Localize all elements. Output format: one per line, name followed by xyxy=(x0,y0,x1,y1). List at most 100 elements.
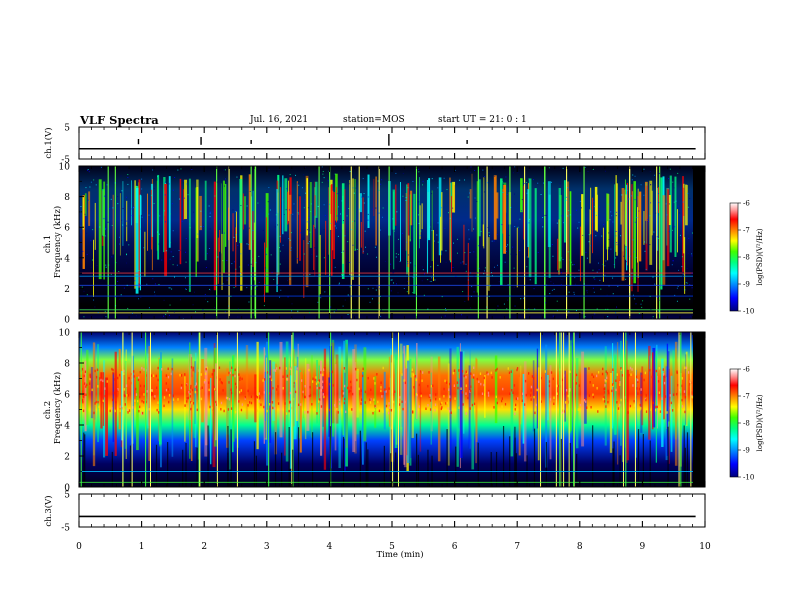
ch2-speckle xyxy=(86,383,88,387)
ch2-speckle xyxy=(486,371,488,374)
ch1-burst xyxy=(88,191,91,226)
ch2-burst xyxy=(390,362,393,430)
ch1-speckle xyxy=(513,286,515,288)
ch2-speckle xyxy=(640,393,642,397)
ch2-speckle xyxy=(146,390,148,393)
ch1-speckle xyxy=(505,250,507,252)
ch1-speckle xyxy=(376,279,378,281)
ch2-speckle xyxy=(192,401,195,405)
ch1-speckle xyxy=(344,299,346,301)
ch2-speckle xyxy=(98,405,100,409)
ch2-speckle xyxy=(124,394,126,398)
ch1-speckle xyxy=(634,221,636,223)
ch1-speckle xyxy=(119,298,121,300)
ch2-burst xyxy=(447,363,450,466)
ch1-speckle xyxy=(286,188,288,190)
ch1-speckle xyxy=(87,199,89,201)
ch2-speckle xyxy=(168,400,170,404)
ch2-speckle xyxy=(672,393,675,396)
ch2-speckle xyxy=(655,369,658,373)
ch1-speckle xyxy=(184,287,186,289)
ch1-burst-peak xyxy=(279,187,281,243)
ch1-speckle xyxy=(391,279,393,281)
ch2-speckle xyxy=(220,401,223,405)
ch2-speckle xyxy=(334,404,336,407)
ch2-speckle xyxy=(684,395,687,399)
ch1-burst xyxy=(328,187,330,255)
ch2-burst xyxy=(299,372,302,453)
ch2-burst xyxy=(226,368,229,448)
ch2-speckle xyxy=(499,376,501,379)
ch1-speckle xyxy=(390,279,392,281)
ch1-speckle xyxy=(185,244,187,246)
ch2-burst xyxy=(285,341,289,462)
ch1-speckle xyxy=(533,288,535,290)
ch1-burst-peak xyxy=(408,235,410,295)
ch2-speckle xyxy=(440,407,442,411)
ch2-speckle xyxy=(387,411,390,415)
ch1-speckle xyxy=(382,207,384,209)
ch2-burst xyxy=(410,377,412,459)
ch1-speckle xyxy=(139,284,141,286)
ch1-speckle xyxy=(523,183,525,185)
ch2-speckle xyxy=(180,374,183,377)
ch1-speckle xyxy=(194,311,196,313)
ch1-speckle xyxy=(338,283,340,285)
x-tick-label: 6 xyxy=(452,542,458,552)
ch1-speckle xyxy=(483,273,485,275)
ch2-speckle xyxy=(373,377,375,380)
ch2-speckle xyxy=(556,384,558,388)
ch1-speckle xyxy=(545,215,547,217)
ch2-speckle xyxy=(165,382,167,385)
ch1-speckle xyxy=(310,203,312,205)
ch1-speckle xyxy=(355,187,357,189)
ch1-speckle xyxy=(232,209,234,211)
ch1-speckle xyxy=(264,205,266,207)
ch2-speckle xyxy=(234,374,236,378)
ch1-speckle xyxy=(105,235,107,237)
ch2-speckle xyxy=(137,399,139,403)
ch2-speckle xyxy=(234,382,237,386)
ch2-speckle xyxy=(569,388,571,391)
ch2-speckle xyxy=(441,406,443,409)
ch2-speckle xyxy=(345,410,347,414)
ch1-burst xyxy=(476,181,478,293)
ch1-speckle xyxy=(297,183,299,185)
ch1-speckle xyxy=(455,316,457,318)
ch2-speckle xyxy=(99,377,101,380)
ch2-speckle xyxy=(84,382,86,385)
ch2-burst xyxy=(549,365,552,460)
ch1-speckle xyxy=(444,315,446,317)
ch2-speckle xyxy=(478,380,480,383)
ch1-speckle xyxy=(594,278,596,280)
ch1-speckle xyxy=(392,218,394,220)
ch1-speckle xyxy=(247,264,249,266)
ch2-burst xyxy=(685,351,688,426)
ch2-speckle xyxy=(351,408,353,411)
ch2-speckle xyxy=(631,368,633,371)
ch1-speckle xyxy=(168,314,170,316)
ch1-speckle xyxy=(126,284,128,286)
ch1-burst-peak xyxy=(657,187,659,213)
ch1-speckle xyxy=(158,243,160,245)
ch2-burst xyxy=(616,342,619,465)
ch2-speckle xyxy=(510,370,512,373)
ch1-speckle xyxy=(122,208,124,210)
ch2-speckle xyxy=(316,386,318,390)
ch1-speckle xyxy=(476,201,478,203)
ch1-speckle xyxy=(367,219,369,221)
ch2-speckle xyxy=(360,389,362,392)
ch1-speckle xyxy=(575,209,577,211)
ch2-speckle xyxy=(487,394,490,397)
ch2-speckle xyxy=(655,405,657,409)
ch2-speckle xyxy=(458,369,460,372)
ch1-speckle xyxy=(595,235,597,237)
ch2-speckle xyxy=(135,393,138,396)
ch1-speckle xyxy=(429,270,431,272)
ch1-speckle xyxy=(672,229,674,231)
ch2-speckle xyxy=(104,394,106,398)
ch1-speckle xyxy=(672,181,674,183)
ch1-speckle xyxy=(641,306,643,308)
ch2-speckle xyxy=(143,401,145,404)
ch2-speckle xyxy=(300,403,302,406)
